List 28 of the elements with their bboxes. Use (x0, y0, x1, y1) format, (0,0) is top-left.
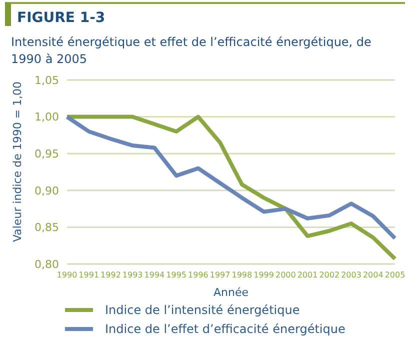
y-tick-label: 0,85 (34, 221, 59, 234)
y-tick-label: 1,00 (34, 110, 59, 124)
x-tick-label: 2000 (275, 270, 296, 280)
x-tick-label: 2002 (319, 270, 340, 280)
legend-label: Indice de l’intensité énergétique (104, 302, 301, 318)
y-tick-label: 0,95 (34, 148, 59, 161)
x-tick-label: 2004 (362, 270, 384, 280)
x-tick-label: 1999 (254, 270, 274, 280)
x-tick-label: 1993 (122, 270, 143, 280)
y-tick-label: 0,90 (34, 184, 59, 198)
x-tick-label: 1995 (166, 270, 187, 280)
x-tick-label: 2001 (297, 270, 318, 280)
x-tick-label: 1992 (100, 270, 121, 280)
y-axis-title: Valeur indice de 1990 = 1,00 (10, 81, 24, 242)
legend-label: Indice de l’effet d’efficacité énergétique (104, 320, 346, 338)
x-tick-label: 2003 (341, 270, 362, 280)
x-tick-label: 1997 (210, 270, 230, 280)
x-tick-label: 1996 (188, 270, 208, 280)
x-axis-title: Année (213, 286, 249, 299)
x-tick-label: 1991 (78, 270, 100, 280)
x-tick-label: 1994 (144, 270, 165, 280)
chart-subtitle: Intensité énergétique et effet de l’efficacité énergétique, de 1990 à 2005 (10, 34, 372, 68)
y-tick-label: 1,05 (34, 74, 59, 87)
y-tick-label: 0,80 (34, 258, 59, 271)
x-tick-label: 1998 (232, 270, 252, 280)
x-tick-label: 2005 (384, 270, 406, 280)
x-tick-label: 1990 (56, 270, 78, 280)
chart-title: FIGURE 1-3 (5, 2, 405, 26)
